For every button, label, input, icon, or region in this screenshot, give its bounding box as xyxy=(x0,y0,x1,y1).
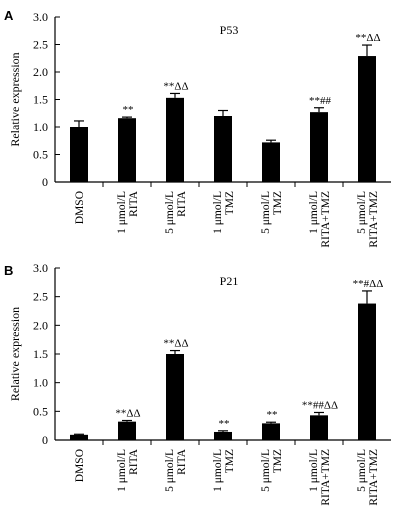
y-tick-label: 2.0 xyxy=(33,65,48,79)
x-category-line: RITA+TMZ xyxy=(320,449,332,506)
bar xyxy=(118,118,136,182)
x-category-label: 1 μmol/L RITA+TMZ xyxy=(308,191,332,248)
x-category-line: TMZ xyxy=(272,191,284,215)
y-tick-label: 2.5 xyxy=(33,290,48,304)
panel-letter: A xyxy=(4,8,14,23)
x-category-line: DMSO xyxy=(74,191,86,224)
chart-panel-a: A P53 Relative expression 0 0.5 1.0 1.5 2.0 2.5 3… xyxy=(4,8,391,248)
x-category-label: 1 μmol/L RITA xyxy=(116,448,140,492)
bar xyxy=(214,431,232,440)
x-category-line: RITA+TMZ xyxy=(320,191,332,248)
significance-label: **ΔΔ xyxy=(355,32,380,44)
x-category-label: DMSO xyxy=(74,191,86,224)
y-tick-label: 2.0 xyxy=(33,318,48,332)
x-category-label: 1 μmol/L RITA xyxy=(116,190,140,234)
significance-label: **ΔΔ xyxy=(115,408,140,420)
x-category-label: 1 μmol/L RITA+TMZ xyxy=(308,449,332,506)
x-category-label: 5 μmol/L TMZ xyxy=(260,191,284,234)
x-category-label: 5 μmol/L RITA+TMZ xyxy=(356,191,380,248)
y-tick-label: 2.5 xyxy=(33,38,48,52)
significance-label: **ΔΔ xyxy=(163,80,188,92)
x-category-line: RITA+TMZ xyxy=(368,191,380,248)
x-category-label: 1 μmol/L TMZ xyxy=(212,191,236,234)
x-category-line: 1 μmol/L xyxy=(116,191,128,234)
y-axis-label: Relative expression xyxy=(8,307,22,401)
x-category-line: 1 μmol/L xyxy=(212,191,224,234)
x-category-line: 1 μmol/L xyxy=(212,449,224,492)
y-tick-label: 0 xyxy=(42,175,48,189)
bar xyxy=(262,423,280,440)
x-category-line: 5 μmol/L xyxy=(164,449,176,492)
y-tick-label: 0 xyxy=(42,433,48,447)
y-tick-label: 3.0 xyxy=(33,261,48,275)
x-category-line: TMZ xyxy=(224,191,236,215)
x-category-line: 1 μmol/L xyxy=(116,449,128,492)
significance-label: ** xyxy=(219,418,230,430)
significance-label: **ΔΔ xyxy=(163,338,188,350)
significance-label: ** xyxy=(267,409,278,421)
bar xyxy=(70,434,88,440)
x-category-line: RITA xyxy=(176,190,188,217)
x-category-line: 5 μmol/L xyxy=(164,191,176,234)
significance-label: **## xyxy=(309,95,332,107)
x-category-label: 5 μmol/L RITA+TMZ xyxy=(356,449,380,506)
chart-title: P21 xyxy=(220,274,239,288)
x-category-label: DMSO xyxy=(74,449,86,482)
x-category-line: 5 μmol/L xyxy=(356,191,368,234)
x-category-line: TMZ xyxy=(272,449,284,473)
x-category-line: TMZ xyxy=(224,449,236,473)
x-category-label: 5 μmol/L TMZ xyxy=(260,449,284,492)
x-category-line: RITA xyxy=(128,190,140,217)
bar xyxy=(70,127,88,182)
x-category-line: 5 μmol/L xyxy=(260,449,272,492)
y-tick-label: 3.0 xyxy=(33,10,48,24)
chart-panel-b: B P21 Relative expression 0 0.5 1.0 1.5 2.0 2.5 3… xyxy=(4,261,391,506)
bar xyxy=(118,421,136,440)
x-category-label: 5 μmol/L RITA xyxy=(164,448,188,492)
x-category-line: 5 μmol/L xyxy=(356,449,368,492)
y-axis-label: Relative expression xyxy=(8,52,22,146)
bar xyxy=(166,97,184,182)
x-category-line: RITA xyxy=(176,448,188,475)
bar xyxy=(358,56,376,182)
x-category-line: RITA+TMZ xyxy=(368,449,380,506)
bar xyxy=(310,415,328,440)
x-category-line: 1 μmol/L xyxy=(308,449,320,492)
bar xyxy=(166,354,184,440)
bar xyxy=(358,303,376,440)
x-category-line: DMSO xyxy=(74,449,86,482)
y-tick-label: 1.5 xyxy=(33,93,48,107)
x-category-label: 1 μmol/L TMZ xyxy=(212,449,236,492)
x-category-label: 5 μmol/L RITA xyxy=(164,190,188,234)
significance-label: **##ΔΔ xyxy=(302,399,338,411)
y-tick-label: 0.5 xyxy=(33,148,48,162)
bar xyxy=(310,112,328,182)
x-category-line: 5 μmol/L xyxy=(260,191,272,234)
y-tick-label: 1.0 xyxy=(33,120,48,134)
bar xyxy=(214,116,232,182)
y-tick-label: 0.5 xyxy=(33,404,48,418)
y-tick-label: 1.5 xyxy=(33,347,48,361)
bar xyxy=(262,142,280,182)
panel-letter: B xyxy=(4,263,13,278)
chart-title: P53 xyxy=(220,23,239,37)
significance-label: ** xyxy=(123,104,134,116)
x-category-line: 1 μmol/L xyxy=(308,191,320,234)
y-tick-label: 1.0 xyxy=(33,376,48,390)
significance-label: **#ΔΔ xyxy=(353,278,384,290)
x-category-line: RITA xyxy=(128,448,140,475)
